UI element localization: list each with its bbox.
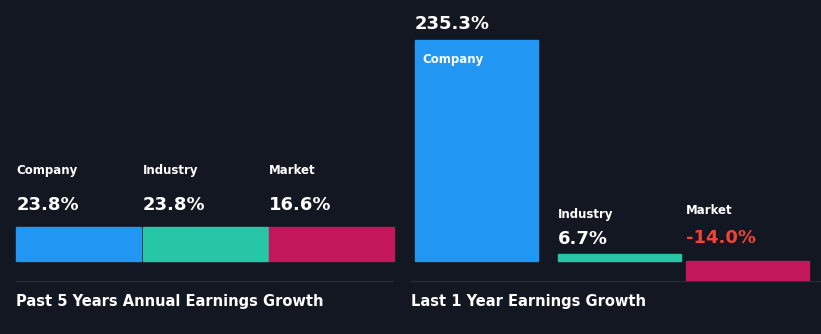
Bar — [143, 227, 268, 261]
Bar — [16, 227, 141, 261]
Text: 6.7%: 6.7% — [558, 229, 608, 247]
Text: 23.8%: 23.8% — [16, 196, 79, 214]
Text: Market: Market — [269, 164, 316, 177]
Text: Last 1 Year Earnings Growth: Last 1 Year Earnings Growth — [410, 294, 645, 309]
Bar — [558, 254, 681, 261]
Text: Company: Company — [16, 164, 78, 177]
Text: Past 5 Years Annual Earnings Growth: Past 5 Years Annual Earnings Growth — [16, 294, 324, 309]
Text: Company: Company — [423, 53, 484, 66]
Text: Market: Market — [686, 204, 732, 217]
Text: 23.8%: 23.8% — [143, 196, 205, 214]
Bar — [269, 227, 394, 261]
Text: 16.6%: 16.6% — [269, 196, 332, 214]
Text: Industry: Industry — [143, 164, 199, 177]
Text: Industry: Industry — [558, 208, 614, 221]
Bar — [686, 261, 809, 280]
Text: -14.0%: -14.0% — [686, 229, 755, 247]
Bar — [415, 40, 538, 261]
Text: 235.3%: 235.3% — [415, 15, 489, 33]
